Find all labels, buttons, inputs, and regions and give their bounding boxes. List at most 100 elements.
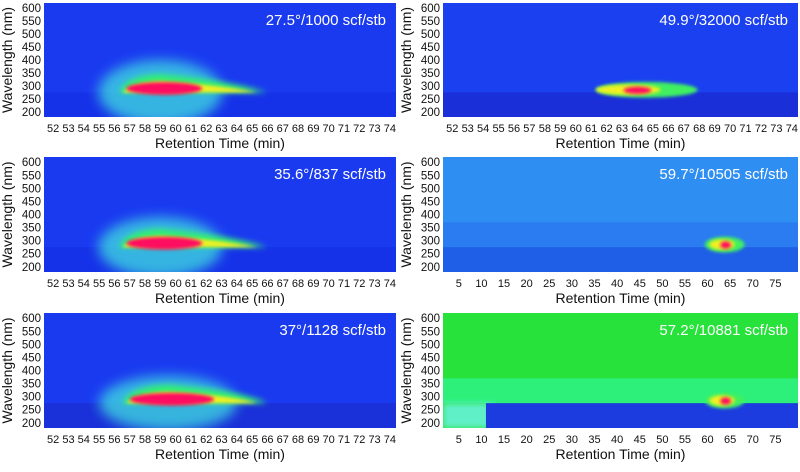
- x-tick-label: 68: [693, 123, 705, 135]
- x-tick-label: 73: [368, 123, 380, 135]
- y-tick-label: 400: [421, 210, 440, 222]
- x-tick-label: 58: [139, 123, 151, 135]
- x-tick-label: 60: [169, 123, 181, 135]
- x-tick-label: 68: [292, 123, 304, 135]
- x-tick-label: 72: [353, 123, 365, 135]
- heatmap-band: [443, 92, 798, 117]
- x-tick-label: 67: [277, 123, 289, 135]
- x-tick-label: 58: [539, 123, 551, 135]
- y-tick-label: 500: [22, 29, 41, 41]
- y-tick-label: 550: [22, 170, 41, 182]
- heatmap-panel: 49.9°/32000 scf/stb 200250300350400450500…: [398, 3, 798, 151]
- x-tick-label: 50: [656, 278, 668, 290]
- x-tick-label: 52: [446, 123, 458, 135]
- y-tick-label: 200: [421, 418, 440, 430]
- y-tick-label: 250: [421, 405, 440, 417]
- x-tick-label: 65: [246, 123, 258, 135]
- y-tick-label: 600: [22, 157, 41, 169]
- x-tick-label: 50: [656, 434, 668, 446]
- plot-area: [44, 313, 396, 428]
- y-tick-label: 350: [421, 68, 440, 80]
- y-tick-label: 600: [22, 3, 41, 15]
- y-tick-label: 550: [421, 16, 440, 28]
- y-tick-label: 300: [22, 81, 41, 93]
- x-tick-label: 74: [384, 434, 396, 446]
- y-tick-label: 250: [22, 405, 41, 417]
- y-tick-label: 550: [22, 16, 41, 28]
- x-tick-label: 64: [231, 434, 243, 446]
- x-tick-label: 30: [566, 278, 578, 290]
- x-tick-label: 60: [701, 278, 713, 290]
- heatmap-band: [443, 403, 494, 428]
- y-tick-label: 300: [22, 392, 41, 404]
- y-axis-label: Wavelength (nm): [398, 317, 414, 423]
- x-tick-label: 67: [277, 278, 289, 290]
- x-tick-label: 65: [647, 123, 659, 135]
- y-axis-label: Wavelength (nm): [0, 161, 15, 267]
- heatmap-band: [443, 247, 798, 272]
- x-tick-label: 56: [508, 123, 520, 135]
- x-tick-label: 60: [570, 123, 582, 135]
- y-tick-label: 500: [421, 183, 440, 195]
- x-tick-label: 54: [78, 278, 90, 290]
- x-tick-label: 53: [62, 434, 74, 446]
- y-tick-label: 600: [421, 313, 440, 325]
- x-tick-label: 71: [338, 278, 350, 290]
- y-tick-label: 250: [22, 249, 41, 261]
- x-tick-label: 63: [616, 123, 628, 135]
- x-tick-label: 62: [200, 123, 212, 135]
- x-tick-label: 65: [724, 278, 736, 290]
- y-tick-label: 200: [421, 262, 440, 274]
- y-tick-label: 300: [421, 81, 440, 93]
- x-tick-label: 57: [523, 123, 535, 135]
- x-tick-label: 58: [139, 434, 151, 446]
- x-tick-label: 55: [93, 123, 105, 135]
- x-tick-label: 72: [755, 123, 767, 135]
- x-tick-label: 66: [261, 123, 273, 135]
- x-tick-label: 54: [78, 123, 90, 135]
- x-tick-label: 54: [477, 123, 489, 135]
- x-tick-label: 15: [498, 434, 510, 446]
- y-tick-label: 250: [421, 94, 440, 106]
- x-tick-label: 30: [566, 434, 578, 446]
- x-tick-label: 59: [554, 123, 566, 135]
- x-axis-label: Retention Time (min): [556, 290, 686, 306]
- x-tick-label: 58: [139, 278, 151, 290]
- y-tick-label: 450: [421, 352, 440, 364]
- y-tick-label: 500: [22, 183, 41, 195]
- y-axis-label: Wavelength (nm): [398, 7, 414, 113]
- x-tick-label: 69: [307, 434, 319, 446]
- x-axis-label: Retention Time (min): [155, 290, 285, 306]
- y-tick-label: 250: [22, 94, 41, 106]
- y-tick-label: 500: [421, 29, 440, 41]
- y-tick-label: 200: [22, 107, 41, 119]
- y-tick-label: 400: [421, 366, 440, 378]
- x-tick-label: 72: [353, 278, 365, 290]
- x-tick-label: 61: [585, 123, 597, 135]
- y-tick-label: 300: [421, 236, 440, 248]
- y-axis-label: Wavelength (nm): [0, 7, 15, 113]
- x-tick-label: 59: [154, 434, 166, 446]
- x-axis-label: Retention Time (min): [155, 446, 285, 462]
- x-tick-label: 67: [678, 123, 690, 135]
- x-tick-label: 63: [215, 278, 227, 290]
- x-tick-label: 65: [246, 434, 258, 446]
- plot-area: [44, 3, 396, 117]
- x-tick-label: 59: [154, 123, 166, 135]
- x-tick-label: 66: [261, 434, 273, 446]
- heatmap-peak: [704, 236, 745, 253]
- x-tick-label: 70: [724, 123, 736, 135]
- x-tick-label: 57: [124, 434, 136, 446]
- y-tick-label: 450: [22, 352, 41, 364]
- y-tick-label: 350: [22, 68, 41, 80]
- y-tick-label: 300: [22, 236, 41, 248]
- x-tick-label: 68: [292, 434, 304, 446]
- x-tick-label: 55: [93, 278, 105, 290]
- x-tick-label: 69: [307, 278, 319, 290]
- x-tick-label: 69: [307, 123, 319, 135]
- x-tick-label: 63: [215, 434, 227, 446]
- x-tick-label: 73: [368, 278, 380, 290]
- x-tick-label: 60: [701, 434, 713, 446]
